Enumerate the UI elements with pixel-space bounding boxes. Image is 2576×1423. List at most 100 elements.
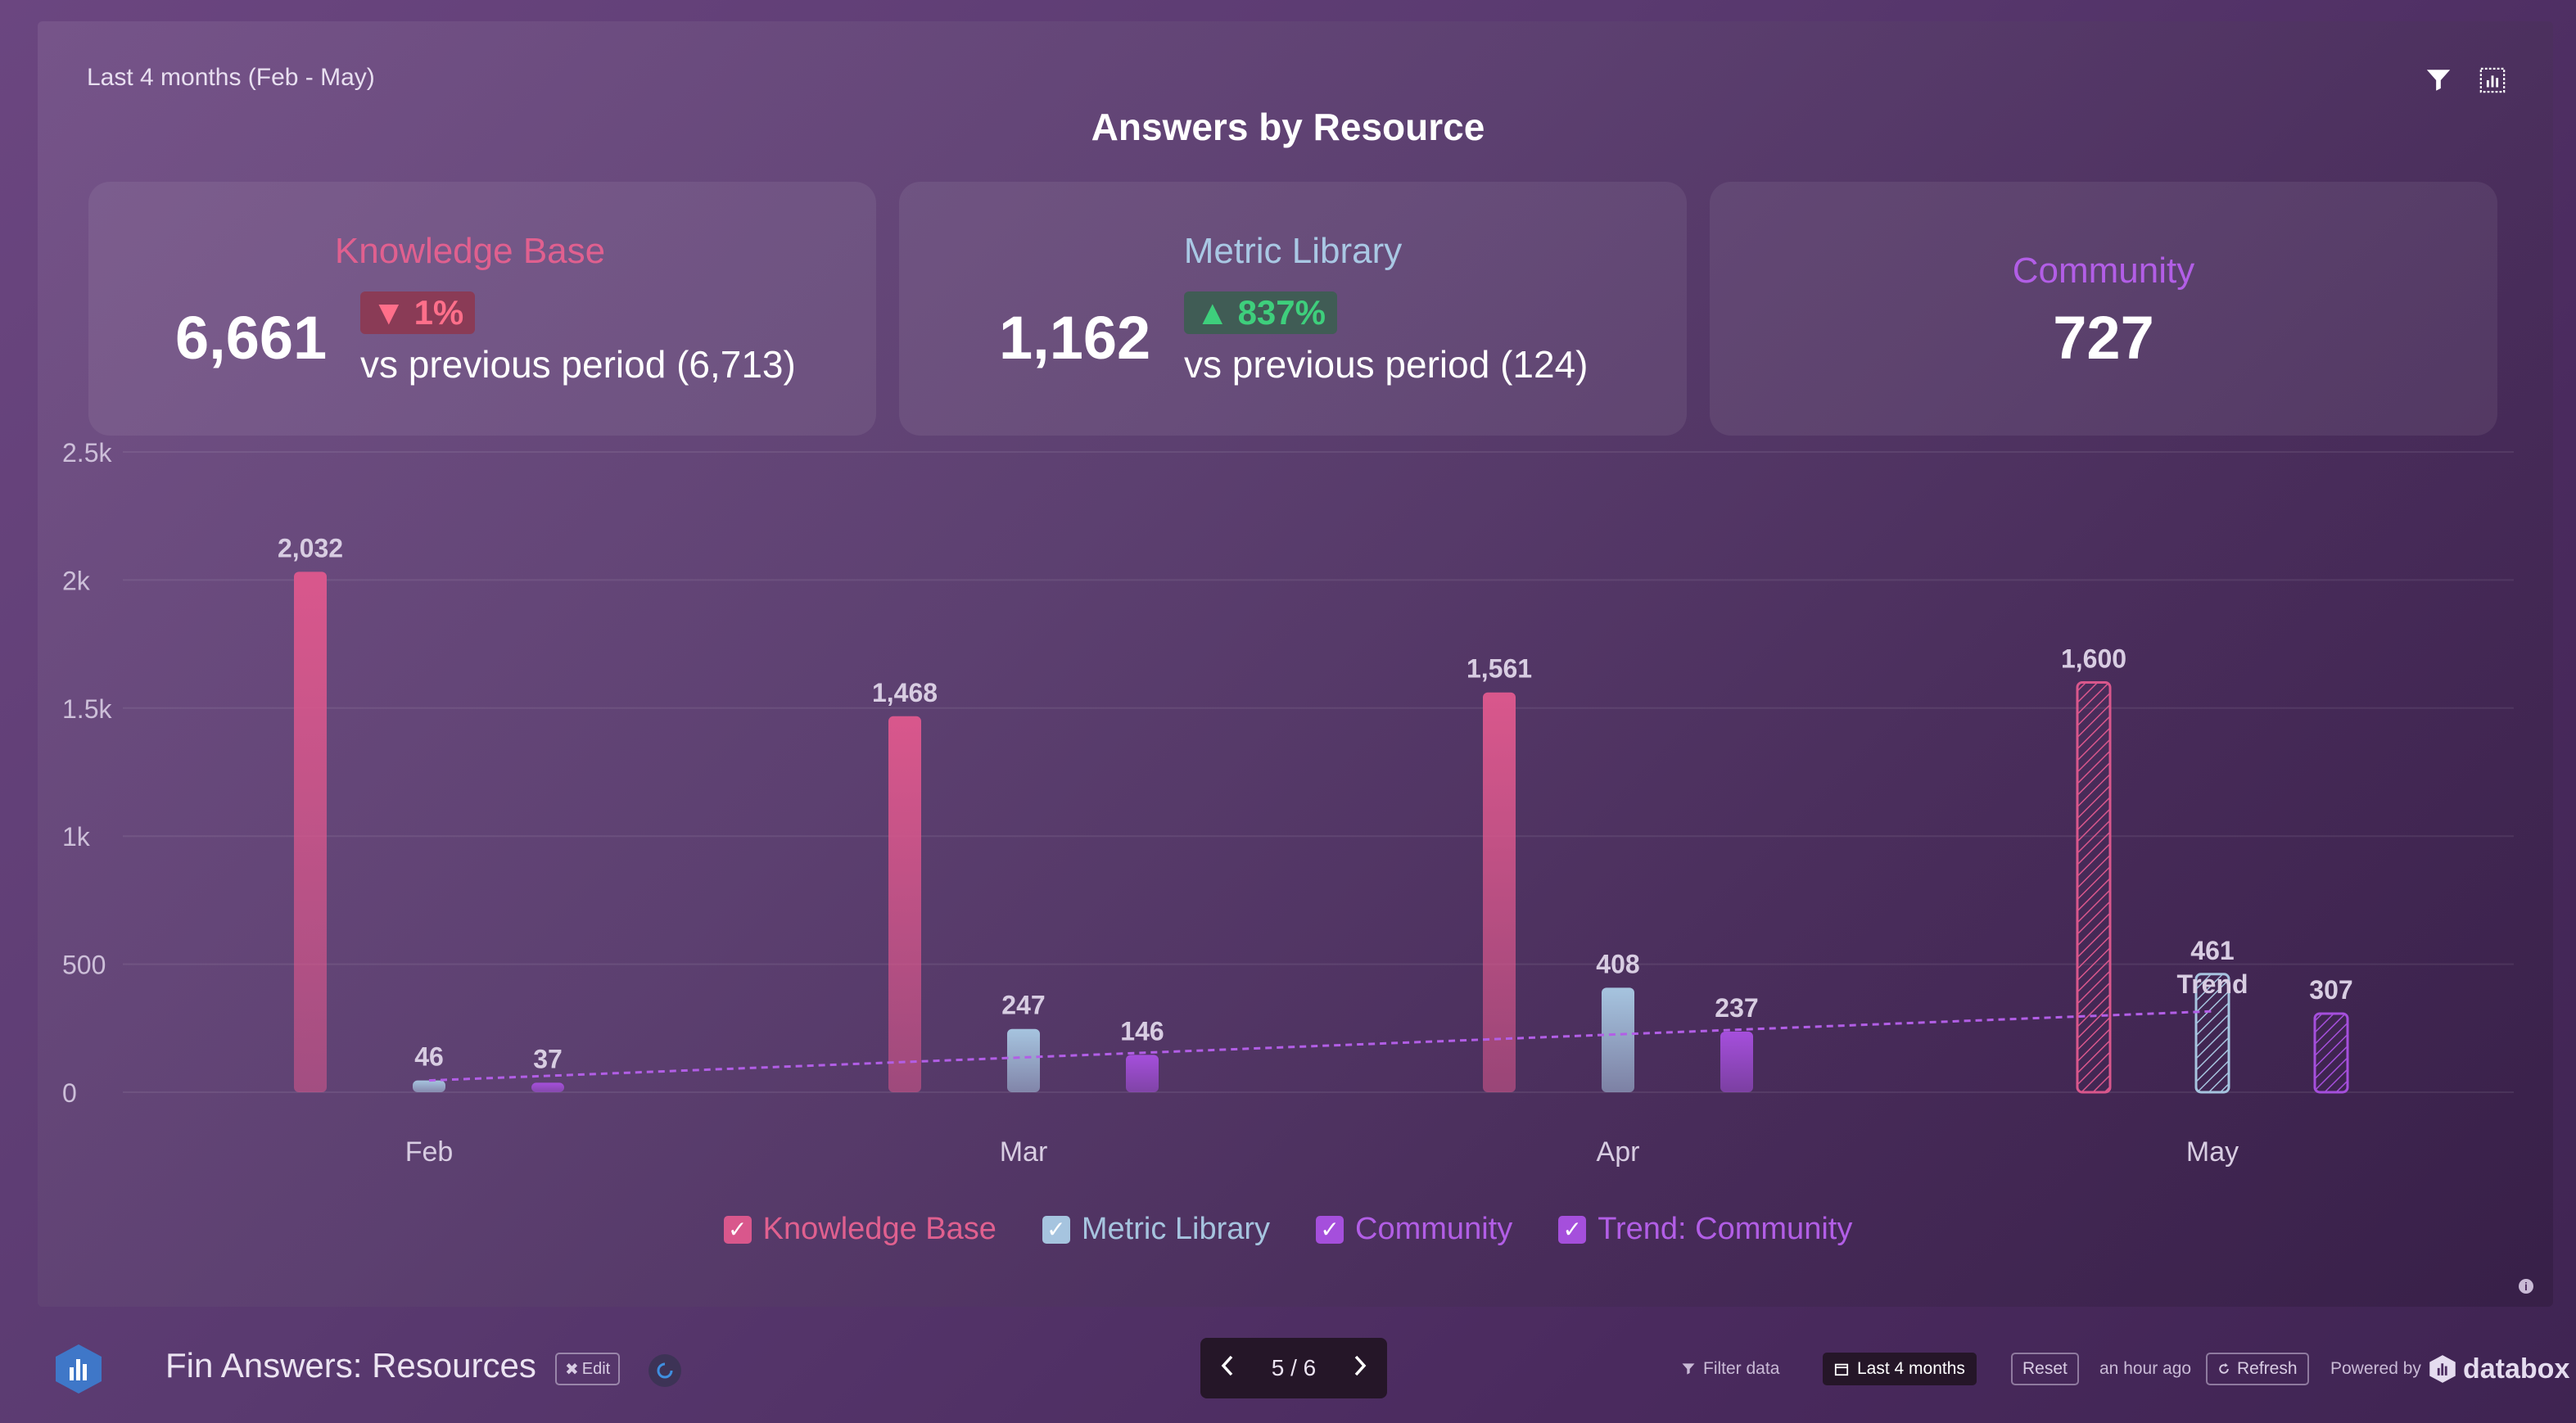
refresh-wrapper: Refresh bbox=[2206, 1353, 2309, 1385]
legend-label: Community bbox=[1355, 1212, 1513, 1246]
bar-knowledge-base bbox=[2076, 681, 2112, 1094]
bar-knowledge-base bbox=[888, 716, 921, 1092]
kpi-compare: vs previous period (124) bbox=[1184, 343, 1589, 386]
bar-metric-library bbox=[413, 1080, 445, 1092]
kpi-card-community: Community 727 bbox=[1710, 182, 2497, 436]
brand-name: databox bbox=[2463, 1353, 2570, 1385]
loading-icon bbox=[649, 1354, 681, 1387]
legend-checkbox[interactable]: ✓ bbox=[1316, 1215, 1344, 1244]
reset-label: Reset bbox=[2022, 1359, 2068, 1378]
y-tick-label: 1.5k bbox=[62, 694, 112, 724]
kpi-delta-value: 1% bbox=[414, 293, 464, 332]
bar-community bbox=[531, 1082, 564, 1092]
powered-by: Powered by bbox=[2330, 1353, 2421, 1385]
data-label: 37 bbox=[533, 1044, 563, 1073]
kpi-card-knowledge-base: Knowledge Base 6,661 ▼ 1% vs previous pe… bbox=[88, 182, 876, 436]
legend-item-knowledge-base[interactable]: ✓ Knowledge Base bbox=[723, 1212, 997, 1247]
brand-wrapper: databox bbox=[2429, 1353, 2569, 1385]
edit-label: Edit bbox=[581, 1359, 611, 1378]
powered-by-label: Powered by bbox=[2330, 1359, 2421, 1378]
kpi-name: Community bbox=[2012, 251, 2195, 291]
chevron-left-icon[interactable] bbox=[1218, 1353, 1236, 1385]
x-tick-label: Apr bbox=[1597, 1136, 1640, 1168]
filter-data-button[interactable]: Filter data bbox=[1680, 1353, 1779, 1385]
bar-knowledge-base bbox=[1483, 692, 1516, 1092]
kpi-delta-badge: ▼ 1% bbox=[360, 291, 476, 334]
bar-community bbox=[1126, 1055, 1159, 1092]
data-label: 247 bbox=[1001, 991, 1045, 1020]
date-range-value: Last 4 months bbox=[1857, 1359, 1965, 1378]
refresh-button[interactable]: Refresh bbox=[2206, 1353, 2309, 1385]
legend-item-metric-library[interactable]: ✓ Metric Library bbox=[1042, 1212, 1270, 1247]
data-label: 1,468 bbox=[872, 678, 938, 707]
kpi-name: Knowledge Base bbox=[334, 231, 606, 271]
bar-metric-library bbox=[1602, 987, 1634, 1092]
filter-data-label: Filter data bbox=[1703, 1359, 1780, 1378]
bar-chart: 0 500 1k 1.5k 2k 2.5k 2,032 46 37 Feb 1,468 247 146 M… bbox=[62, 438, 2353, 1168]
x-tick-label: Feb bbox=[405, 1136, 454, 1168]
y-tick-label: 1k bbox=[62, 822, 91, 852]
y-tick-label: 2k bbox=[62, 566, 91, 595]
reset-wrapper: Reset bbox=[2011, 1353, 2079, 1385]
refresh-label: Refresh bbox=[2237, 1359, 2298, 1378]
chart-card bbox=[38, 21, 2553, 1307]
trend-line bbox=[428, 1010, 2213, 1082]
bar-knowledge-base bbox=[294, 571, 327, 1092]
bar-community bbox=[1720, 1031, 1753, 1092]
date-range-button[interactable]: Last 4 months bbox=[1823, 1353, 1977, 1385]
kpi-name: Metric Library bbox=[1183, 231, 1403, 271]
pager: 5 / 6 bbox=[1200, 1338, 1387, 1398]
refresh-icon bbox=[2219, 1362, 2229, 1374]
databox-brand[interactable]: databox bbox=[2429, 1353, 2569, 1385]
range-wrapper: Last 4 months bbox=[1823, 1353, 1977, 1385]
data-label: 408 bbox=[1596, 949, 1639, 978]
data-label: 237 bbox=[1715, 993, 1758, 1023]
calendar-icon bbox=[1834, 1363, 1849, 1376]
chart-legend: ✓ Knowledge Base ✓ Metric Library ✓ Comm… bbox=[0, 1212, 2576, 1247]
legend-label: Knowledge Base bbox=[762, 1212, 997, 1246]
page-title: Answers by Resource bbox=[1091, 106, 1485, 148]
trend-label: Trend bbox=[2176, 969, 2248, 999]
arrow-down-icon: ▼ bbox=[372, 293, 406, 332]
kpi-value: 6,661 bbox=[175, 304, 328, 372]
databox-brand-icon bbox=[2429, 1355, 2456, 1383]
legend-label: Metric Library bbox=[1081, 1212, 1271, 1246]
kpi-delta-value: 837% bbox=[1237, 293, 1326, 332]
data-label: 1,561 bbox=[1467, 654, 1532, 684]
data-label: 461 bbox=[2190, 936, 2234, 965]
filter-icon bbox=[1682, 1363, 1695, 1375]
kpi-value: 1,162 bbox=[999, 304, 1151, 372]
y-tick-label: 0 bbox=[62, 1078, 77, 1108]
last-updated: an hour ago bbox=[2099, 1359, 2192, 1378]
dashboard-title: Fin Answers: Resources bbox=[165, 1346, 536, 1385]
x-tick-label: May bbox=[2186, 1136, 2239, 1168]
data-label: 2,032 bbox=[278, 533, 343, 562]
data-label: 307 bbox=[2309, 975, 2352, 1005]
legend-item-trend-community[interactable]: ✓ Trend: Community bbox=[1558, 1212, 1852, 1247]
kpi-delta-badge: ▲ 837% bbox=[1184, 291, 1337, 334]
chevron-right-icon[interactable] bbox=[1351, 1353, 1369, 1385]
edit-button[interactable]: ✖ Edit bbox=[555, 1353, 621, 1385]
bar-metric-library bbox=[2194, 973, 2230, 1094]
data-label: 1,600 bbox=[2061, 644, 2126, 674]
legend-checkbox[interactable]: ✓ bbox=[723, 1215, 752, 1244]
filter-icon[interactable] bbox=[2422, 64, 2455, 97]
legend-item-community[interactable]: ✓ Community bbox=[1316, 1212, 1512, 1247]
close-icon: ✖ bbox=[565, 1360, 579, 1379]
info-icon[interactable]: i bbox=[2519, 1279, 2533, 1294]
kpi-value: 727 bbox=[2053, 304, 2154, 372]
reset-button[interactable]: Reset bbox=[2011, 1353, 2079, 1385]
pager-label: 5 / 6 bbox=[1271, 1355, 1317, 1380]
y-tick-label: 500 bbox=[62, 951, 106, 980]
data-label: 46 bbox=[414, 1042, 444, 1072]
bar-community bbox=[2313, 1012, 2349, 1094]
legend-checkbox[interactable]: ✓ bbox=[1042, 1215, 1070, 1244]
legend-checkbox[interactable]: ✓ bbox=[1558, 1215, 1587, 1244]
data-label: 146 bbox=[1120, 1016, 1164, 1046]
bar-metric-library bbox=[1007, 1028, 1040, 1092]
databox-logo-icon[interactable] bbox=[54, 1343, 103, 1395]
legend-label: Trend: Community bbox=[1598, 1212, 1853, 1246]
chart-settings-icon[interactable] bbox=[2476, 64, 2509, 97]
x-tick-label: Mar bbox=[1000, 1136, 1048, 1168]
arrow-up-icon: ▲ bbox=[1195, 293, 1230, 332]
